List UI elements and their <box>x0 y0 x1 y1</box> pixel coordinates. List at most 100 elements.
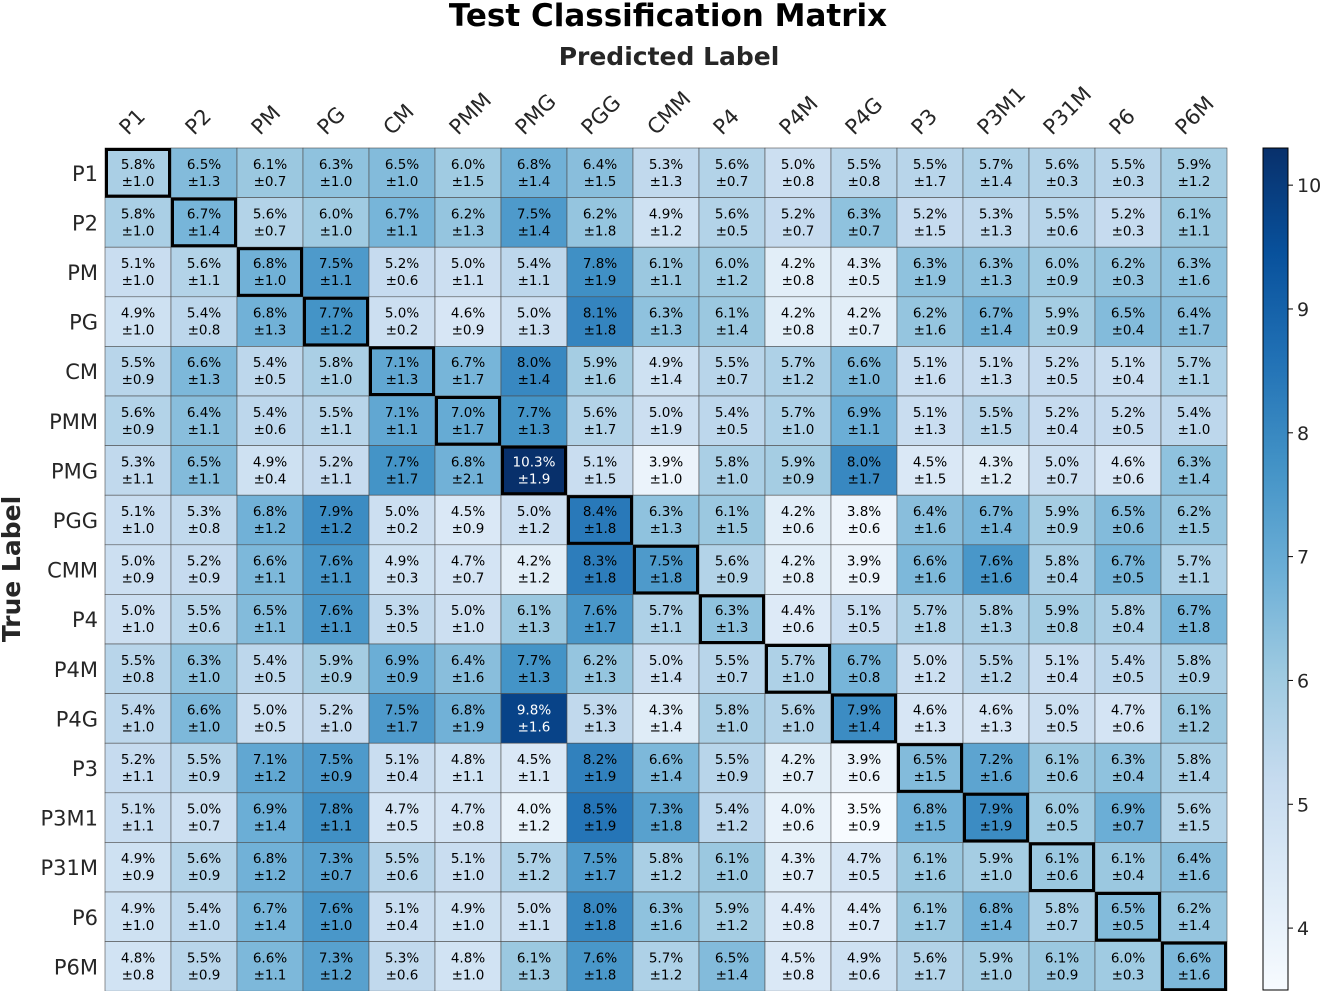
cell-mean-label: 5.0% <box>385 504 419 520</box>
cell-mean-label: 5.1% <box>979 355 1013 371</box>
cell-mean-label: 5.0% <box>649 405 683 421</box>
cell-mean-label: 7.2% <box>979 752 1013 768</box>
heatmap-cell <box>566 494 634 546</box>
cell-std-label: ±1.3 <box>584 719 617 735</box>
cell-mean-label: 5.5% <box>319 405 353 421</box>
cell-mean-label: 4.3% <box>847 256 881 272</box>
cell-std-label: ±1.9 <box>584 819 617 835</box>
heatmap-cell <box>566 246 634 298</box>
cell-std-label: ±0.7 <box>848 918 881 934</box>
cell-std-label: ±1.2 <box>650 967 683 983</box>
cell-std-label: ±1.0 <box>1178 422 1211 438</box>
heatmap-cell <box>962 445 1030 496</box>
cell-std-label: ±0.4 <box>386 918 419 934</box>
cell-std-label: ±1.5 <box>584 174 617 190</box>
cell-mean-label: 6.3% <box>979 256 1013 272</box>
cell-mean-label: 7.6% <box>319 603 353 619</box>
cell-std-label: ±1.2 <box>518 521 551 537</box>
cell-mean-label: 7.5% <box>319 752 353 768</box>
cell-std-label: ±1.4 <box>848 719 881 735</box>
cell-mean-label: 6.1% <box>715 851 749 867</box>
heatmap-cell <box>962 544 1030 595</box>
cell-std-label: ±1.8 <box>914 620 947 636</box>
cell-std-label: ±1.1 <box>386 223 419 239</box>
cell-std-label: ±1.8 <box>584 521 617 537</box>
heatmap-cell <box>632 246 700 298</box>
cell-mean-label: 6.0% <box>1045 256 1079 272</box>
diagonal-highlight <box>237 247 303 297</box>
heatmap-cell <box>170 246 238 298</box>
cell-std-label: ±1.4 <box>980 918 1013 934</box>
heatmap-cell <box>566 842 634 893</box>
cell-std-label: ±1.1 <box>518 273 551 289</box>
heatmap-cell <box>236 445 304 496</box>
x-tick-label: PMM <box>445 88 497 140</box>
cell-mean-label: 5.5% <box>187 950 221 966</box>
heatmap-cell <box>1160 941 1228 991</box>
cell-std-label: ±1.0 <box>320 918 353 934</box>
heatmap-cell <box>302 693 370 744</box>
cell-mean-label: 5.0% <box>517 901 551 917</box>
cell-std-label: ±1.4 <box>650 769 683 785</box>
cell-mean-label: 5.5% <box>715 653 749 669</box>
heatmap-cell <box>500 445 568 496</box>
heatmap-cell <box>896 693 964 744</box>
cell-mean-label: 5.8% <box>1111 603 1145 619</box>
heatmap-cell <box>1028 693 1096 744</box>
cell-mean-label: 6.6% <box>187 702 221 718</box>
y-tick-label: P6M <box>54 955 98 979</box>
cell-std-label: ±1.0 <box>122 719 155 735</box>
cell-mean-label: 4.9% <box>385 554 419 570</box>
heatmap-cell <box>632 742 700 794</box>
cell-mean-label: 3.8% <box>847 504 881 520</box>
cell-std-label: ±1.6 <box>980 769 1013 785</box>
cell-mean-label: 6.1% <box>1177 206 1211 222</box>
cell-mean-label: 5.6% <box>781 702 815 718</box>
cell-std-label: ±1.1 <box>254 620 287 636</box>
cell-std-label: ±1.0 <box>386 174 419 190</box>
cell-mean-label: 5.8% <box>1177 752 1211 768</box>
cell-std-label: ±1.0 <box>188 918 221 934</box>
cell-std-label: ±0.9 <box>848 819 881 835</box>
heatmap-cell <box>1028 147 1096 198</box>
diagonal-highlight <box>567 495 633 545</box>
cell-std-label: ±0.9 <box>1046 273 1079 289</box>
cell-mean-label: 7.3% <box>319 950 353 966</box>
cell-std-label: ±1.8 <box>584 223 617 239</box>
cell-mean-label: 7.7% <box>385 454 419 470</box>
cell-mean-label: 6.7% <box>187 206 221 222</box>
cell-std-label: ±1.1 <box>1178 571 1211 587</box>
heatmap-cell <box>1094 296 1162 347</box>
cell-mean-label: 4.8% <box>451 950 485 966</box>
cell-mean-label: 5.5% <box>1111 157 1145 173</box>
cell-std-label: ±0.6 <box>1112 471 1145 487</box>
cell-std-label: ±0.7 <box>254 223 287 239</box>
heatmap-cell <box>434 147 502 198</box>
heatmap-cell <box>962 891 1030 942</box>
cell-std-label: ±0.4 <box>1112 868 1145 884</box>
cell-std-label: ±0.8 <box>188 323 221 339</box>
cell-mean-label: 7.7% <box>319 306 353 322</box>
heatmap-cell <box>830 693 898 744</box>
cell-std-label: ±1.0 <box>452 967 485 983</box>
heatmap-cell <box>170 494 238 546</box>
cell-std-label: ±0.7 <box>1046 918 1079 934</box>
heatmap-cell <box>632 544 700 595</box>
cell-mean-label: 6.2% <box>1177 901 1211 917</box>
heatmap-cell <box>500 594 568 645</box>
cell-mean-label: 4.3% <box>979 454 1013 470</box>
cell-std-label: ±1.1 <box>320 273 353 289</box>
heatmap-cell <box>1028 346 1096 397</box>
cell-mean-label: 7.1% <box>253 752 287 768</box>
heatmap-cell <box>698 693 766 744</box>
cell-mean-label: 5.4% <box>253 405 287 421</box>
heatmap-cell <box>632 395 700 446</box>
cell-std-label: ±1.3 <box>584 670 617 686</box>
cell-mean-label: 5.2% <box>1045 355 1079 371</box>
cell-std-label: ±1.4 <box>1178 471 1211 487</box>
cell-std-label: ±1.3 <box>980 273 1013 289</box>
cell-mean-label: 5.9% <box>583 355 617 371</box>
heatmap-cell <box>962 494 1030 546</box>
cell-mean-label: 6.6% <box>187 355 221 371</box>
cell-mean-label: 4.7% <box>847 851 881 867</box>
